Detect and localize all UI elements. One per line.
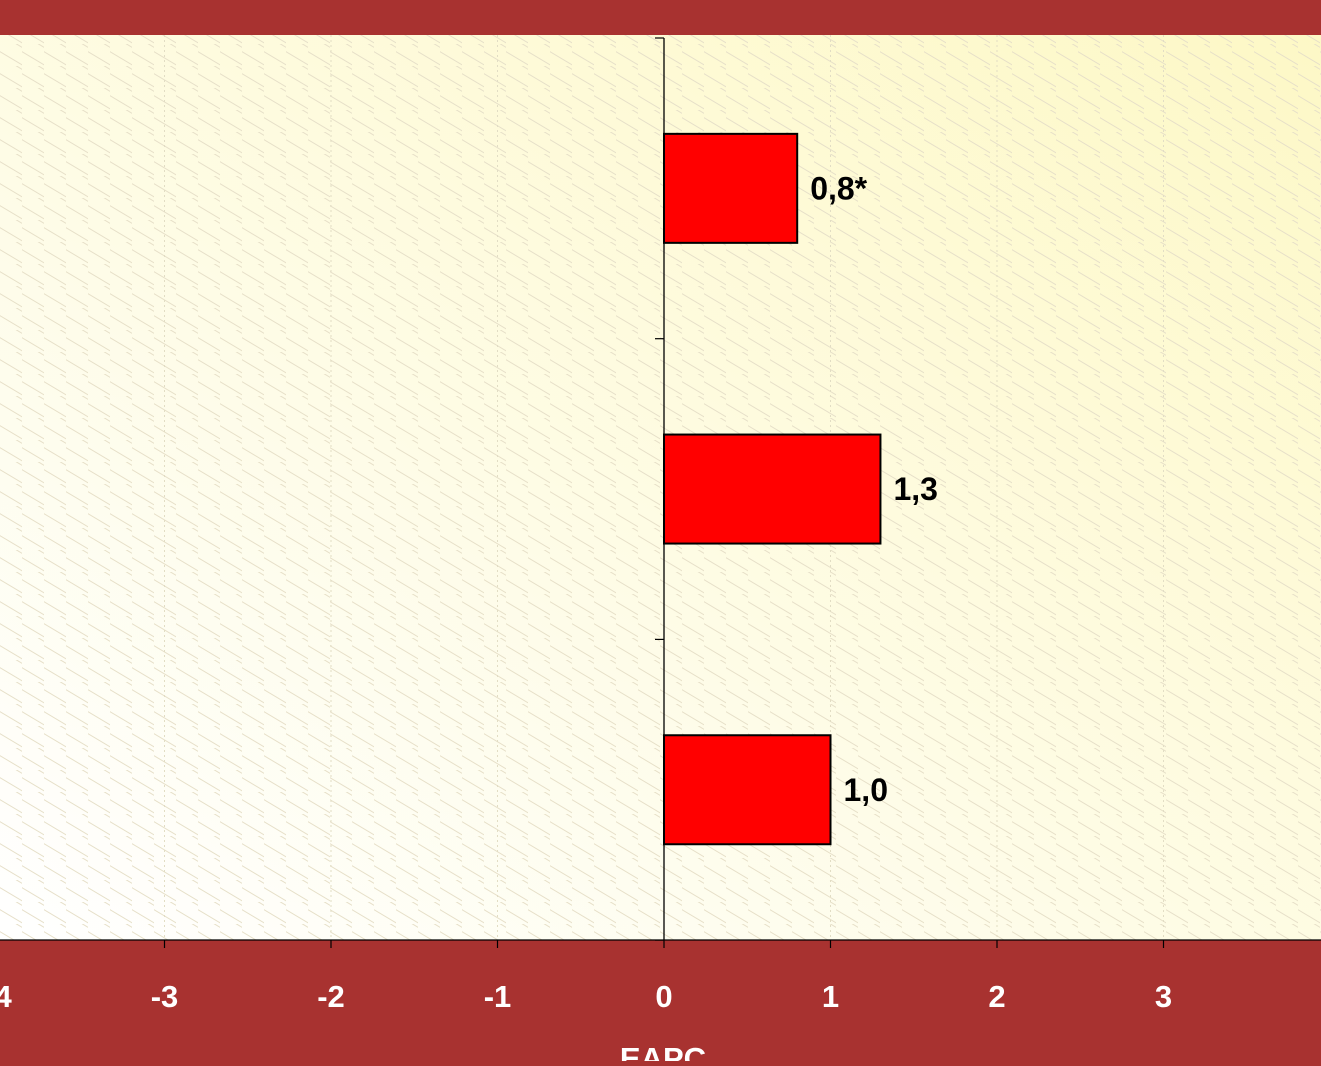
grid-lines bbox=[164, 35, 1164, 940]
x-tick-label: -1 bbox=[484, 979, 512, 1014]
x-tick-labels: -4-3-2-101234 bbox=[0, 979, 1172, 1014]
x-tick-label: -3 bbox=[151, 979, 179, 1014]
x-tick-label: -2 bbox=[317, 979, 345, 1014]
value-label: 0,8* bbox=[810, 170, 867, 206]
bar bbox=[663, 734, 832, 846]
bar bbox=[663, 132, 799, 244]
x-tick-label: 2 bbox=[988, 979, 1005, 1014]
plot-hatch bbox=[0, 35, 1321, 940]
plot-area bbox=[0, 35, 1321, 940]
x-tick-label: -4 bbox=[0, 979, 13, 1014]
x-tick-label: 1 bbox=[822, 979, 839, 1014]
value-label: 1,0 bbox=[844, 772, 888, 808]
bars bbox=[663, 132, 882, 846]
value-label: 1,3 bbox=[893, 471, 937, 507]
x-axis-label: EAPC bbox=[620, 1041, 706, 1061]
x-tick-label: 0 bbox=[655, 979, 672, 1014]
bar bbox=[663, 433, 882, 545]
value-labels: 0,8* 1,3 1,0 bbox=[810, 170, 938, 807]
x-tick-label: 3 bbox=[1155, 979, 1172, 1014]
